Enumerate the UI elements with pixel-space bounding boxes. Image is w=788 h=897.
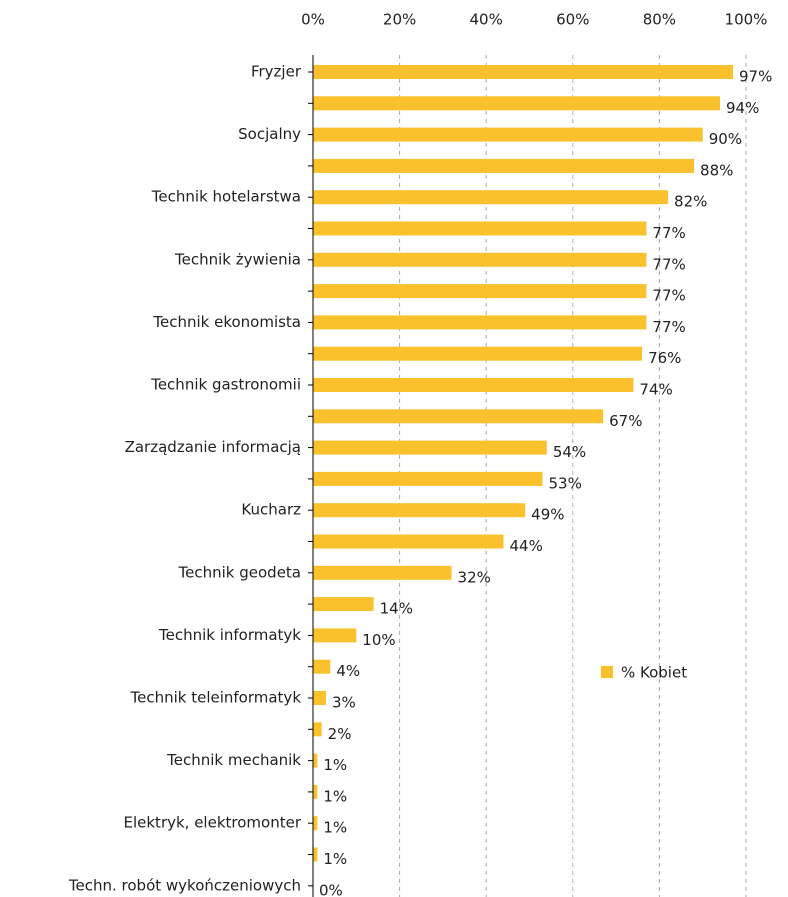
bar [313, 597, 374, 612]
bar [313, 628, 357, 643]
y-tick-label: Technik teleinformatyk [129, 689, 301, 707]
bar [313, 190, 669, 205]
y-tick-label: Technik gastronomii [150, 376, 301, 394]
value-label: 1% [323, 850, 347, 868]
value-label: 77% [652, 224, 685, 242]
bar [313, 503, 526, 518]
value-label: 74% [639, 381, 672, 399]
bar [313, 378, 634, 392]
value-label: 1% [323, 819, 347, 837]
value-label: 77% [652, 318, 685, 336]
bar [313, 440, 547, 455]
value-label: 2% [328, 725, 352, 743]
value-label: 1% [323, 756, 347, 774]
value-label: 14% [380, 600, 413, 618]
value-label: 76% [648, 349, 681, 367]
value-label: 49% [531, 506, 564, 524]
value-label: 67% [609, 412, 642, 430]
y-tick-label: Elektryk, elektromonter [124, 814, 302, 832]
y-tick-label: Technik geodeta [178, 563, 301, 581]
value-label: 0% [319, 881, 343, 897]
value-label: 3% [332, 694, 356, 712]
legend-swatch [601, 666, 613, 678]
y-tick-label: Technik informatyk [158, 626, 301, 644]
bar [313, 784, 318, 799]
bar [313, 659, 331, 674]
bar [313, 722, 322, 737]
x-tick-label: 0% [301, 11, 325, 29]
bar [313, 221, 647, 236]
y-tick-label: Fryzjer [251, 63, 302, 81]
x-tick-label: 100% [725, 11, 768, 29]
y-tick-label: Technik mechanik [166, 751, 301, 769]
bar [313, 534, 504, 549]
bar [313, 471, 543, 486]
bar [313, 96, 721, 111]
value-label: 10% [362, 631, 395, 649]
value-label: 44% [510, 537, 543, 555]
bar [313, 252, 647, 267]
y-tick-label: Zarządzanie informacją [125, 438, 301, 456]
bar [313, 565, 452, 580]
bar [313, 409, 604, 424]
bar [313, 65, 734, 79]
value-label: 94% [726, 99, 759, 117]
x-tick-label: 20% [383, 11, 416, 29]
bar [313, 315, 647, 330]
value-label: 90% [709, 130, 742, 148]
bar [313, 284, 647, 299]
x-tick-label: 40% [470, 11, 503, 29]
bar [313, 691, 326, 705]
bar [313, 753, 318, 768]
x-tick-label: 60% [556, 11, 589, 29]
bar [313, 127, 703, 142]
bar [313, 346, 643, 361]
value-label: 82% [674, 193, 707, 211]
y-tick-label: Kucharz [241, 501, 301, 519]
value-label: 77% [652, 255, 685, 273]
value-label: 53% [548, 474, 581, 492]
value-label: 97% [739, 68, 772, 86]
y-tick-label: Technik ekonomista [152, 313, 301, 331]
value-label: 32% [458, 568, 491, 586]
bar [313, 816, 318, 831]
y-tick-label: Techn. robót wykończeniowych [68, 876, 301, 894]
value-label: 1% [323, 787, 347, 805]
bar [313, 847, 318, 862]
y-tick-label: Socjalny [238, 125, 301, 143]
value-label: 54% [553, 443, 586, 461]
legend-label: % Kobiet [621, 664, 687, 682]
value-label: 4% [336, 662, 360, 680]
x-tick-label: 80% [643, 11, 676, 29]
y-tick-label: Technik żywienia [174, 250, 301, 268]
value-label: 77% [652, 287, 685, 305]
value-label: 88% [700, 161, 733, 179]
y-tick-label: Technik hotelarstwa [151, 188, 301, 206]
bar [313, 158, 695, 173]
